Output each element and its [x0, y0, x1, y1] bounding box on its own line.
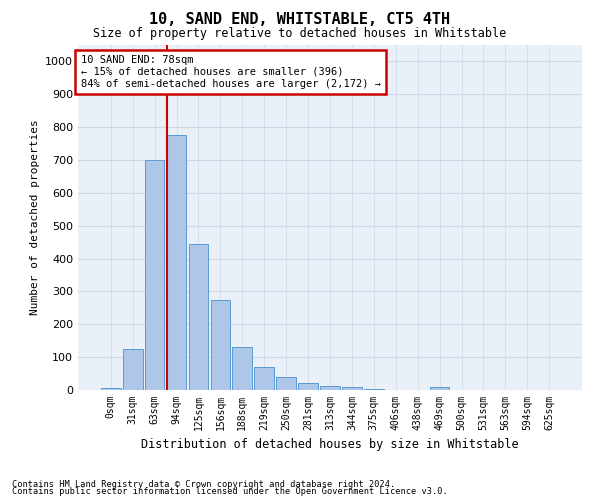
Bar	[145, 160, 164, 390]
Text: 10 SAND END: 78sqm
← 15% of detached houses are smaller (396)
84% of semi-detach: 10 SAND END: 78sqm ← 15% of detached hou…	[80, 56, 380, 88]
Text: Contains HM Land Registry data © Crown copyright and database right 2024.: Contains HM Land Registry data © Crown c…	[12, 480, 395, 489]
Bar	[232, 348, 252, 390]
Y-axis label: Number of detached properties: Number of detached properties	[29, 120, 40, 316]
Text: Contains public sector information licensed under the Open Government Licence v3: Contains public sector information licen…	[12, 487, 448, 496]
Bar	[167, 136, 187, 390]
Bar	[276, 377, 296, 390]
Bar	[188, 244, 208, 390]
Bar	[342, 386, 362, 390]
Text: 10, SAND END, WHITSTABLE, CT5 4TH: 10, SAND END, WHITSTABLE, CT5 4TH	[149, 12, 451, 28]
Bar	[254, 367, 274, 390]
Bar	[211, 300, 230, 390]
Bar	[101, 388, 121, 390]
Bar	[320, 386, 340, 390]
X-axis label: Distribution of detached houses by size in Whitstable: Distribution of detached houses by size …	[141, 438, 519, 452]
Text: Size of property relative to detached houses in Whitstable: Size of property relative to detached ho…	[94, 28, 506, 40]
Bar	[298, 383, 318, 390]
Bar	[430, 388, 449, 390]
Bar	[123, 349, 143, 390]
